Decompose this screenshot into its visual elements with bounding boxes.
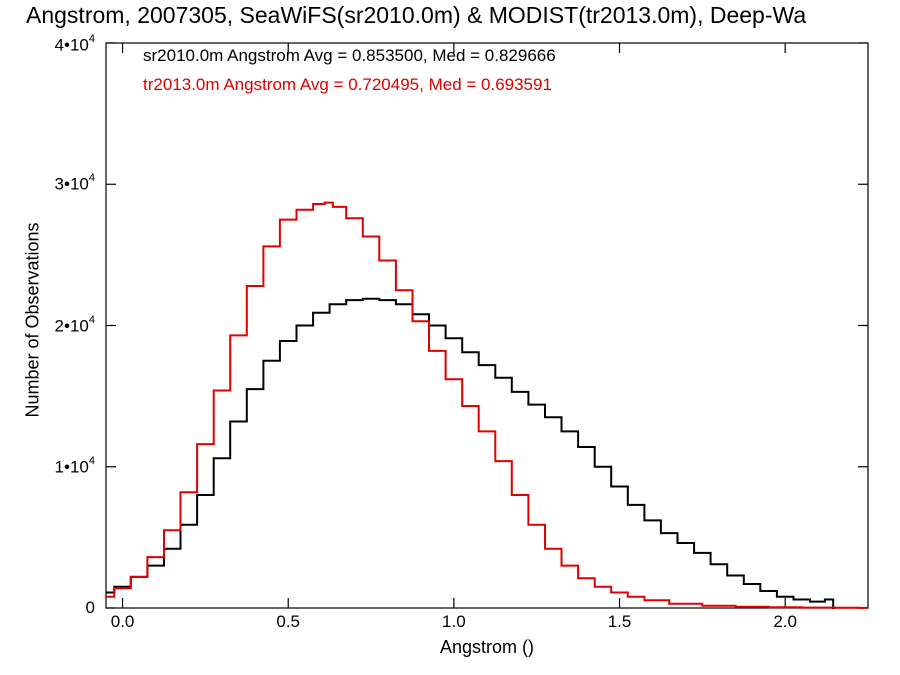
series-line-0 (106, 297, 835, 609)
legend-entry-sr2010: sr2010.0m Angstrom Avg = 0.853500, Med =… (143, 46, 556, 65)
x-tick-label: 0.0 (110, 612, 135, 631)
plot-frame (105, 42, 869, 609)
y-tick-exponent: 4 (88, 454, 95, 467)
y-tick-label: 1•104 (54, 454, 95, 477)
y-tick-label: 4•104 (54, 33, 95, 55)
y-tick-exponent: 4 (88, 172, 95, 185)
x-tick-label: 0.5 (276, 612, 301, 631)
series-lines (106, 201, 868, 609)
y-tick-label: 3•104 (54, 172, 95, 194)
x-tick-label: 2.0 (773, 612, 797, 631)
x-axis-label: Angstrom () (439, 637, 535, 657)
x-tick-label: 1.0 (442, 612, 466, 631)
x-tick-label: 1.5 (607, 612, 632, 631)
y-tick-marks (106, 42, 868, 609)
x-tick-marks (121, 43, 786, 608)
y-tick-exponent: 4 (88, 33, 95, 45)
y-tick-label: 0 (85, 598, 95, 617)
legend-entry-tr2013: tr2013.0m Angstrom Avg = 0.720495, Med =… (143, 75, 552, 94)
y-axis-label: Number of Observations (22, 222, 43, 418)
y-tick-exponent: 4 (88, 313, 95, 326)
y-tick-label: 2•104 (54, 313, 95, 336)
chart-title: Angstrom, 2007305, SeaWiFS(sr2010.0m) & … (26, 2, 807, 28)
series-line-1 (106, 201, 868, 609)
